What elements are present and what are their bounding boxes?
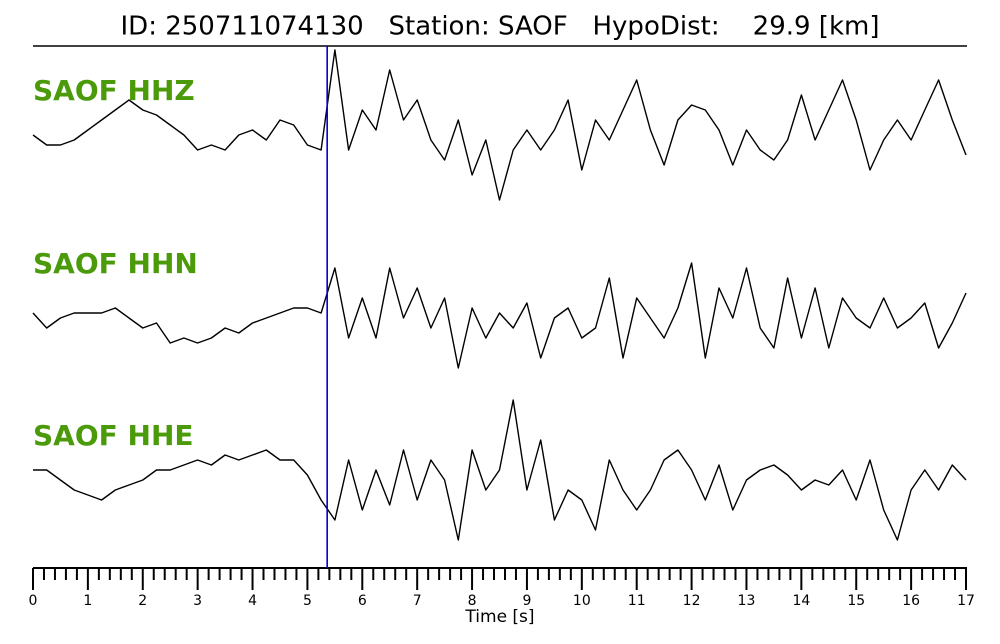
x-tick-label: 15	[847, 593, 865, 609]
x-tick-label: 3	[193, 593, 202, 609]
x-tick-label: 12	[683, 593, 701, 609]
trace-label: SAOF HHN	[33, 247, 198, 280]
x-tick-label: 4	[248, 593, 257, 609]
x-tick-label: 13	[738, 593, 756, 609]
trace-label: SAOF HHZ	[33, 74, 195, 107]
x-tick-label: 2	[138, 593, 147, 609]
x-tick-label: 16	[902, 593, 920, 609]
x-tick-label: 14	[792, 593, 810, 609]
x-tick-label: 5	[303, 593, 312, 609]
x-tick-label: 8	[468, 593, 477, 609]
chart-title: ID: 250711074130 Station: SAOF HypoDist:…	[121, 12, 880, 42]
x-tick-label: 7	[413, 593, 422, 609]
x-tick-label: 1	[83, 593, 92, 609]
waveform	[33, 399, 967, 541]
x-tick-label: 11	[628, 593, 646, 609]
x-tick-label: 9	[522, 593, 531, 609]
x-axis-label: Time [s]	[464, 607, 534, 627]
trace-label: SAOF HHE	[33, 419, 194, 452]
x-tick-label: 0	[29, 593, 38, 609]
waveform	[32, 49, 967, 201]
x-tick-label: 17	[957, 593, 975, 609]
x-tick-label: 6	[358, 593, 367, 609]
waveform	[32, 262, 967, 369]
x-tick-label: 10	[573, 593, 591, 609]
